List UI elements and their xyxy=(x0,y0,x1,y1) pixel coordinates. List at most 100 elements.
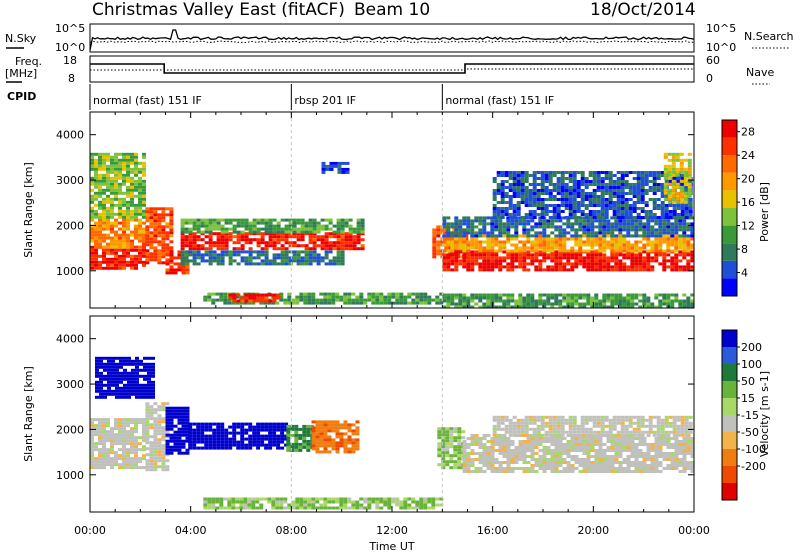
heatmap-cell xyxy=(640,198,645,201)
heatmap-cell xyxy=(662,249,667,253)
heatmap-cell xyxy=(644,174,649,177)
heatmap-cell xyxy=(592,192,597,195)
heatmap-cell xyxy=(300,250,305,254)
heatmap-cell xyxy=(103,356,107,360)
heatmap-cell xyxy=(119,380,123,384)
heatmap-cell xyxy=(359,301,364,305)
heatmap-cell xyxy=(462,265,467,269)
heatmap-cell xyxy=(290,424,295,428)
heatmap-cell xyxy=(598,234,603,238)
heatmap-cell xyxy=(344,221,349,225)
heatmap-cell xyxy=(142,260,146,264)
heatmap-cell xyxy=(554,225,559,229)
heatmap-cell xyxy=(240,422,245,426)
heatmap-cell xyxy=(592,195,597,198)
heatmap-cell xyxy=(188,422,193,426)
heatmap-cell xyxy=(244,250,249,254)
heatmap-cell xyxy=(215,506,220,510)
heatmap-cell xyxy=(399,503,404,507)
heatmap-cell xyxy=(256,425,261,429)
heatmap-cell xyxy=(94,233,98,237)
heatmap-cell xyxy=(502,250,507,254)
heatmap-cell xyxy=(147,365,151,369)
heatmap-cell xyxy=(196,425,201,429)
heatmap-cell xyxy=(153,255,158,259)
heatmap-cell xyxy=(642,234,647,238)
heatmap-cell xyxy=(598,262,603,266)
heatmap-cell xyxy=(102,179,106,183)
heatmap-cell xyxy=(676,204,681,207)
heatmap-cell xyxy=(450,234,455,238)
heatmap-cell xyxy=(236,218,241,222)
heatmap-cell xyxy=(646,249,651,253)
heatmap-cell xyxy=(624,213,629,216)
heatmap-cell xyxy=(516,192,521,195)
heatmap-cell xyxy=(173,262,178,266)
heatmap-cell xyxy=(470,452,475,455)
heatmap-cell xyxy=(127,395,131,399)
heatmap-cell xyxy=(355,503,360,507)
heatmap-cell xyxy=(114,248,118,252)
heatmap-cell xyxy=(200,238,205,242)
heatmap-cell xyxy=(169,439,174,443)
heatmap-cell xyxy=(323,435,328,439)
heatmap-cell xyxy=(628,207,633,210)
heatmap-cell xyxy=(584,183,589,186)
heatmap-cell xyxy=(207,292,212,296)
heatmap-cell xyxy=(530,219,535,223)
heatmap-cell xyxy=(161,420,166,424)
heatmap-cell xyxy=(441,439,446,443)
heatmap-cell xyxy=(458,305,463,309)
heatmap-cell xyxy=(312,256,317,260)
heatmap-cell xyxy=(502,470,507,473)
heatmap-cell xyxy=(506,234,511,238)
heatmap-cell xyxy=(486,464,491,467)
heatmap-cell xyxy=(558,228,563,232)
heatmap-cell xyxy=(306,427,311,431)
heatmap-cell xyxy=(670,293,675,297)
heatmap-cell xyxy=(439,292,444,296)
heatmap-cell xyxy=(494,293,499,297)
heatmap-cell xyxy=(574,249,579,253)
heatmap-cell xyxy=(441,427,446,431)
heatmap-cell xyxy=(634,234,639,238)
heatmap-cell xyxy=(256,250,261,254)
heatmap-cell xyxy=(126,224,130,228)
heatmap-cell xyxy=(161,261,166,265)
heatmap-cell xyxy=(624,180,629,183)
heatmap-cell xyxy=(151,356,155,360)
heatmap-cell xyxy=(671,179,676,183)
heatmap-cell xyxy=(632,192,637,195)
heatmap-cell xyxy=(656,183,661,186)
heatmap-cell xyxy=(423,298,428,302)
heatmap-cell xyxy=(415,500,420,504)
heatmap-cell xyxy=(216,221,221,225)
heatmap-cell xyxy=(236,425,241,429)
heatmap-cell xyxy=(114,454,118,458)
heatmap-cell xyxy=(618,246,623,250)
heatmap-cell xyxy=(118,266,122,270)
freq-series xyxy=(90,63,694,74)
heatmap-cell xyxy=(550,296,555,300)
heatmap-cell xyxy=(494,237,499,241)
heatmap-cell xyxy=(536,213,541,216)
heatmap-cell xyxy=(311,301,316,305)
heatmap-cell xyxy=(620,201,625,204)
heatmap-cell xyxy=(502,305,507,309)
heatmap-cell xyxy=(554,219,559,223)
heatmap-cell xyxy=(177,256,182,260)
heatmap-cell xyxy=(196,428,201,432)
heatmap-cell xyxy=(538,225,543,229)
heatmap-cell xyxy=(142,227,146,231)
y-tick-label: 4000 xyxy=(56,129,84,142)
heatmap-cell xyxy=(181,406,186,410)
heatmap-cell xyxy=(272,293,277,297)
heatmap-cell xyxy=(671,167,676,171)
heatmap-cell xyxy=(240,440,245,444)
heatmap-cell xyxy=(227,506,232,510)
heatmap-cell xyxy=(640,174,645,177)
heatmap-cell xyxy=(114,152,118,156)
heatmap-cell xyxy=(554,228,559,232)
heatmap-cell xyxy=(518,262,523,266)
heatmap-cell xyxy=(506,262,511,266)
